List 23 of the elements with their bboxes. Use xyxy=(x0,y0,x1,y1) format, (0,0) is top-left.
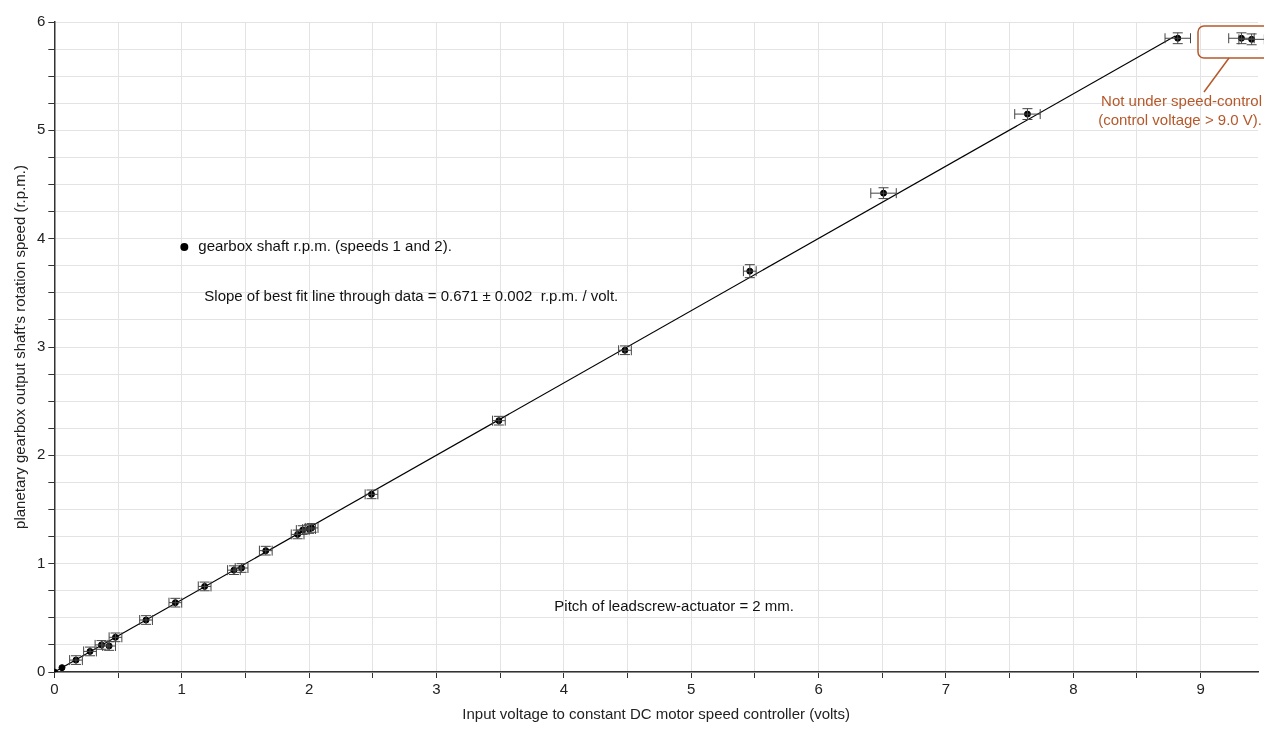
legend-label: gearbox shaft r.p.m. (speeds 1 and 2). xyxy=(198,237,452,255)
y-tick-label: 1 xyxy=(37,553,46,571)
x-tick-label: 2 xyxy=(304,680,314,698)
y-tick-label: 5 xyxy=(37,120,46,138)
y-tick-label: 6 xyxy=(37,12,46,30)
y-tick-label: 4 xyxy=(37,228,46,246)
x-tick-label: 3 xyxy=(432,680,441,698)
x-axis-title: Input voltage to constant DC motor speed controller (volts) xyxy=(462,705,851,723)
annotation: Slope of best fit line through data = 0.671 ± 0.002 r.p.m. / volt. xyxy=(204,287,619,305)
x-tick-label: 0 xyxy=(50,680,59,698)
x-tick-label: 4 xyxy=(559,680,568,698)
x-tick-label: 8 xyxy=(1069,680,1078,698)
annotation: Pitch of leadscrew-actuator = 2 mm. xyxy=(554,597,795,615)
x-tick-label: 6 xyxy=(814,680,823,698)
x-tick-label: 1 xyxy=(177,680,186,698)
x-tick-label: 7 xyxy=(941,680,951,698)
annotation: Not under speed-control (control voltage > 9.0 V). xyxy=(1098,92,1262,129)
x-tick-label: 5 xyxy=(687,680,696,698)
x-tick-label: 9 xyxy=(1196,680,1205,698)
y-tick-label: 0 xyxy=(37,662,46,680)
y-axis-title: planetary gearbox output shaft's rotation speed (r.p.m.) xyxy=(11,165,29,529)
y-tick-label: 3 xyxy=(37,337,46,355)
y-tick-label: 2 xyxy=(37,445,46,463)
